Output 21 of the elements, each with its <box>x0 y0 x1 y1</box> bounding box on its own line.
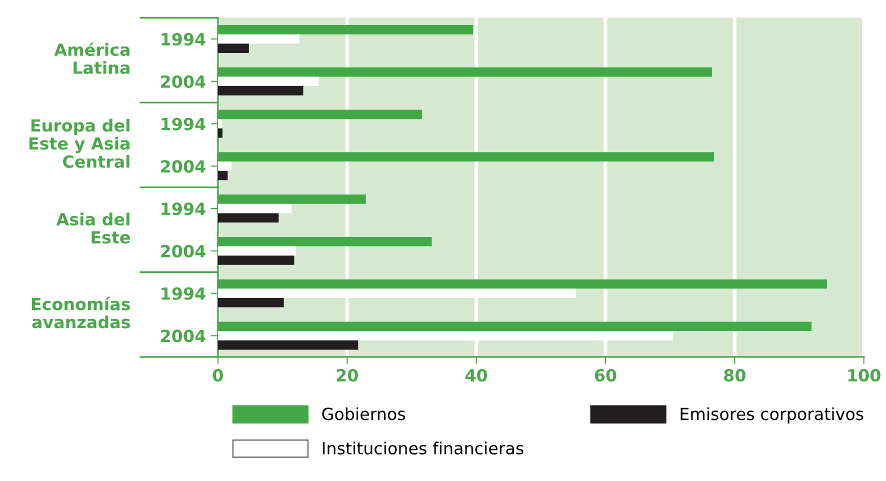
legend-label: Instituciones financieras <box>322 442 524 455</box>
text: América Latina <box>54 42 130 74</box>
y-tick-label: 1994 <box>162 287 206 300</box>
text: Europa del Este y Asia Central <box>29 118 130 168</box>
x-tick-label: 40 <box>465 369 488 382</box>
text: Asia del Este <box>56 212 130 244</box>
y-tick-label: 2004 <box>161 244 206 258</box>
y-tick-label: 1994 <box>162 202 206 216</box>
x-tick-label: 0 <box>212 369 223 382</box>
legend-label: Emisores corporativos <box>680 407 864 424</box>
y-tick-label: 2004 <box>161 160 206 173</box>
y-tick-label: 1994 <box>162 118 206 130</box>
x-tick-label: 20 <box>336 369 358 382</box>
y-tick-label: 2004 <box>161 330 206 342</box>
legend-label: Gobiernos <box>322 407 406 420</box>
x-tick-label: 80 <box>724 369 746 382</box>
x-tick-label: 100 <box>848 369 880 382</box>
text: Economías avanzadas <box>32 296 130 328</box>
x-tick-label: 60 <box>594 369 616 382</box>
y-tick-label: 2004 <box>161 75 206 88</box>
y-tick-label: 1994 <box>162 32 206 46</box>
